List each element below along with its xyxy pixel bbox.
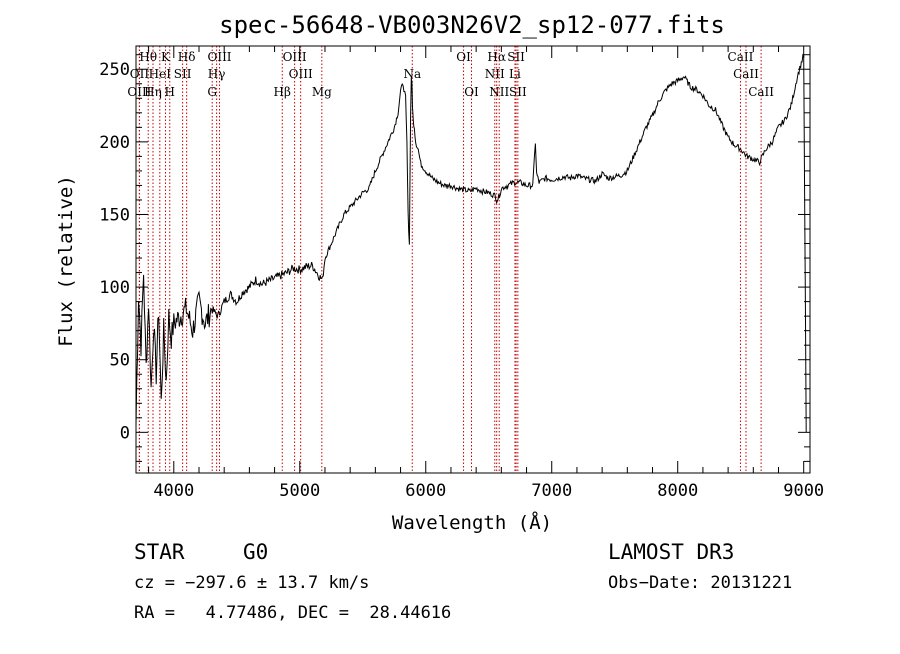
line-label-16: CaII [733,67,759,81]
line-label-24: NII [489,85,509,99]
object-subclass: G0 [243,540,269,564]
line-label-8: CaII [728,50,754,64]
y-tick-label-1: 50 [110,351,130,371]
y-tick-label-5: 250 [99,60,130,80]
plot-frame [135,45,811,474]
line-label-21: Hβ [274,85,291,99]
spectral-line-markers [138,46,762,473]
line-label-15: Li [509,67,521,81]
observation-date: Obs−Date: 20131221 [608,573,793,593]
line-label-25: SII [509,85,527,99]
ra-dec-coordinates: RA = 4.77486, DEC = 28.44616 [134,603,452,623]
chart-title: spec-56648-VB003N26V2_sp12-077.fits [219,11,725,39]
line-label-1: K [161,50,171,64]
line-label-4: OIII [283,50,307,64]
line-label-3: OIII [207,50,231,64]
y-tick-label-4: 200 [99,133,130,153]
line-label-18: Hη [144,85,162,99]
series-layer [135,53,807,433]
line-label-27: Na [403,67,421,81]
x-tick-label-2: 6000 [405,481,446,501]
line-label-19: H [165,85,175,99]
line-label-23: OI [464,85,479,99]
line-label-20: G [207,85,217,99]
line-label-22: Mg [312,85,332,99]
x-tick-label-0: 4000 [153,481,194,501]
line-label-2: Hδ [178,50,196,64]
line-label-26: CaII [748,85,774,99]
x-tick-label-5: 9000 [783,481,824,501]
y-tick-label-0: 0 [120,423,130,443]
redshift-cz: cz = −297.6 ± 13.7 km/s [134,573,370,593]
line-label-10: HeI [149,67,172,81]
line-label-13: OIII [289,67,313,81]
y-tick-label-3: 150 [99,205,130,225]
line-label-14: NII [485,67,505,81]
line-label-6: Hα [487,50,506,64]
x-axis-label: Wavelength (Å) [392,511,552,534]
line-label-17: OIII [127,85,151,99]
line-label-0: Hθ [139,50,157,64]
line-label-9: OII [130,67,150,81]
spectrum-line [135,53,807,433]
axes-layer: 4000 5000 6000 7000 8000 9000 0 50 100 150 200 250 [99,45,824,501]
x-tick-label-3: 7000 [531,481,572,501]
line-label-7: SII [507,50,525,64]
object-class: STAR [134,540,185,564]
line-label-11: SII [174,67,192,81]
x-tick-label-4: 8000 [657,481,698,501]
y-tick-label-2: 100 [99,278,130,298]
line-label-5: OI [456,50,471,64]
x-tick-label-1: 5000 [279,481,320,501]
survey-name: LAMOST DR3 [608,540,735,564]
line-label-12: Hγ [208,67,226,81]
y-axis-label: Flux (relative) [55,175,77,347]
